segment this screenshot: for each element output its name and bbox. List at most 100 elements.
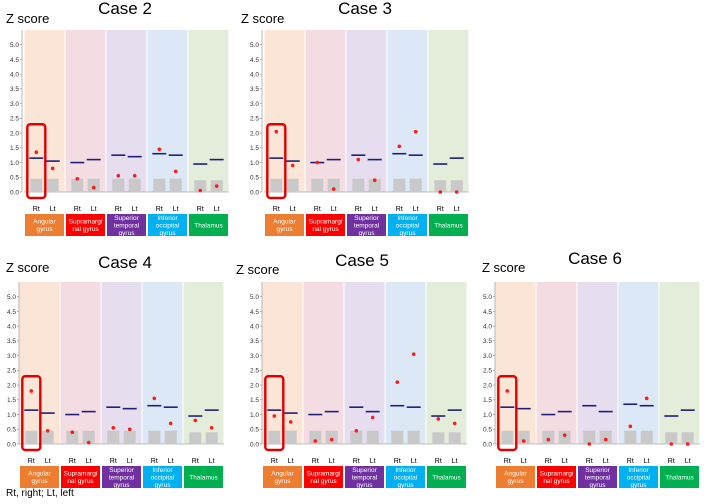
zscore-point: [127, 427, 132, 432]
region-label: Angular: [504, 471, 527, 478]
y-tick-label: 5.0: [10, 42, 19, 49]
region-background: [106, 30, 147, 192]
y-tick-label: 4.0: [7, 323, 16, 330]
region-background: [618, 282, 659, 444]
y-axis-label: Z score: [236, 262, 279, 277]
side-label: Rt: [355, 206, 362, 213]
highlight-box: [26, 123, 47, 200]
side-label: Rt: [273, 206, 280, 213]
chart-panel-case: Z score Case 3 0.0 0.5 1.0 1.5 2.0 2.5 3.0 3.5 4.0…: [241, 0, 469, 237]
normal-range-bar: [30, 178, 43, 192]
zscore-point: [356, 157, 361, 162]
zscore-point: [274, 129, 279, 134]
y-tick-label: 3.5: [483, 338, 492, 345]
region-label: gyrus: [275, 478, 292, 485]
normal-range-bar: [640, 430, 653, 444]
y-tick-label: 0.5: [250, 175, 259, 182]
region-label: Thalamus: [665, 474, 694, 481]
y-tick-label: 0.5: [250, 427, 259, 434]
normal-range-bar: [169, 178, 182, 192]
normal-range-bar: [270, 178, 283, 192]
y-tick-label: 0.0: [10, 189, 19, 196]
zscore-point: [168, 421, 173, 426]
zscore-point: [372, 178, 377, 183]
region-label: gyrus: [119, 230, 136, 237]
region-label: temporal: [109, 474, 135, 481]
region-label-box: [304, 466, 343, 488]
region-label-box: [263, 466, 302, 488]
region-label: temporal: [114, 222, 140, 229]
region-label-box: [496, 466, 535, 488]
normal-range-bar: [409, 178, 422, 192]
region-label: Angular: [33, 219, 56, 226]
zscore-point: [685, 442, 690, 446]
side-label: Rt: [435, 458, 442, 465]
region-label: Supramargi: [540, 471, 574, 478]
side-label: Lt: [603, 458, 609, 465]
normal-range-bar: [558, 430, 571, 444]
normal-range-bar: [352, 178, 365, 192]
y-tick-label: 3.5: [250, 86, 259, 93]
region-background: [303, 282, 344, 444]
zscore-point: [315, 160, 320, 165]
normal-range-bar: [25, 430, 38, 444]
side-label: Rt: [394, 458, 401, 465]
normal-range-bar: [393, 178, 406, 192]
y-tick-label: 0.5: [7, 427, 16, 434]
region-label-box: [619, 466, 658, 488]
highlight-box: [264, 375, 285, 452]
region-background: [387, 30, 428, 192]
zscore-point: [272, 414, 277, 418]
side-label: Rt: [271, 458, 278, 465]
zscore-point: [29, 389, 34, 393]
zscore-point: [370, 415, 375, 420]
side-label: Rt: [69, 458, 76, 465]
zscore-point: [173, 169, 178, 174]
normal-range-bar: [309, 430, 322, 444]
y-tick-label: 1.0: [483, 412, 492, 419]
y-tick-label: 3.5: [10, 86, 19, 93]
region-label: nal gyrus: [543, 478, 570, 485]
region-label-box: [25, 214, 64, 236]
normal-range-bar: [112, 178, 125, 192]
y-tick-label: 3.0: [250, 353, 259, 360]
zscore-point: [132, 174, 137, 178]
region-label: nal gyrus: [72, 226, 99, 233]
y-axis-label: Z score: [6, 260, 49, 275]
chart-panel-case: Z score Case 2 0.0 0.5 1.0 1.5 2.0 2.5 3.0 3.5 4.0…: [6, 0, 229, 237]
region-label: occipital: [156, 222, 180, 229]
normal-range-bar: [366, 430, 379, 444]
region-label: Inferior: [395, 467, 416, 474]
y-tick-label: 2.0: [250, 130, 259, 137]
side-label: Lt: [50, 206, 56, 213]
y-tick-label: 3.5: [7, 338, 16, 345]
normal-range-bar: [123, 430, 136, 444]
y-tick-label: 3.0: [483, 353, 492, 360]
region-label: Superior: [109, 467, 134, 474]
normal-range-bar: [194, 180, 207, 192]
side-label: Lt: [173, 206, 179, 213]
chart-panel-case: Z score Case 4 0.0 0.5 1.0 1.5 2.0 2.5 3.0 3.5 4.0…: [6, 253, 224, 489]
normal-range-bar: [71, 178, 84, 192]
y-tick-label: 4.0: [483, 323, 492, 330]
normal-range-bar: [148, 430, 161, 444]
zscore-point: [329, 437, 334, 442]
region-background: [428, 30, 469, 192]
region-label-box: [386, 466, 425, 488]
region-label-box: [660, 466, 699, 488]
zscore-point: [562, 433, 567, 437]
y-tick-label: 4.0: [250, 71, 259, 78]
zscore-point: [214, 184, 219, 188]
side-label: Lt: [288, 458, 294, 465]
region-label: Angular: [271, 471, 294, 478]
normal-range-bar: [368, 178, 381, 192]
region-label: gyrus: [160, 230, 177, 237]
highlight-box: [21, 375, 42, 452]
y-tick-label: 2.0: [483, 382, 492, 389]
highlight-box: [266, 123, 287, 200]
region-label: Superior: [114, 215, 139, 222]
region-label: occipital: [151, 474, 175, 481]
region-label: gyrus: [359, 230, 376, 237]
region-label: temporal: [354, 222, 380, 229]
region-label: gyrus: [400, 230, 417, 237]
